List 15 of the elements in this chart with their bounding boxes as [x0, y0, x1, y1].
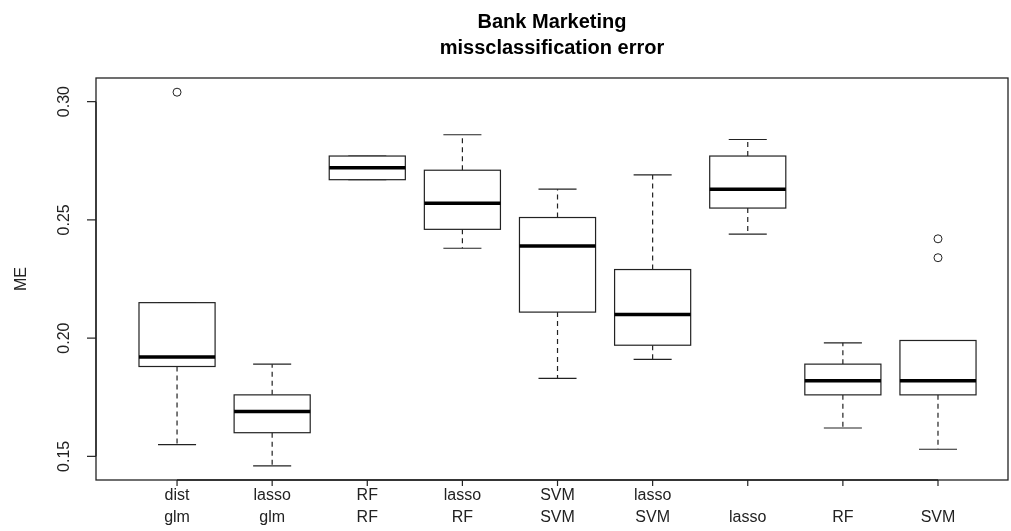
y-tick-label: 0.15 [55, 440, 72, 472]
x-tick-label: RF RF [356, 486, 379, 525]
x-tick-label: lasso RF [443, 486, 482, 525]
y-axis-title: ME [12, 267, 29, 291]
y-tick-label: 0.30 [55, 85, 72, 118]
chart-title: Bank Marketing missclassification error [439, 10, 665, 58]
x-tick-label: SVM SVM [540, 486, 575, 525]
x-tick-label: lasso [729, 508, 767, 525]
x-tick-label: lasso glm [253, 486, 291, 525]
x-tick-label: dist glm [164, 486, 191, 525]
x-tick-label: lasso SVM [633, 486, 672, 525]
y-tick-label: 0.20 [55, 322, 72, 354]
x-tick-label: RF [832, 508, 854, 525]
x-tick-label: SVM [920, 508, 956, 525]
y-tick-label: 0.25 [55, 204, 72, 236]
